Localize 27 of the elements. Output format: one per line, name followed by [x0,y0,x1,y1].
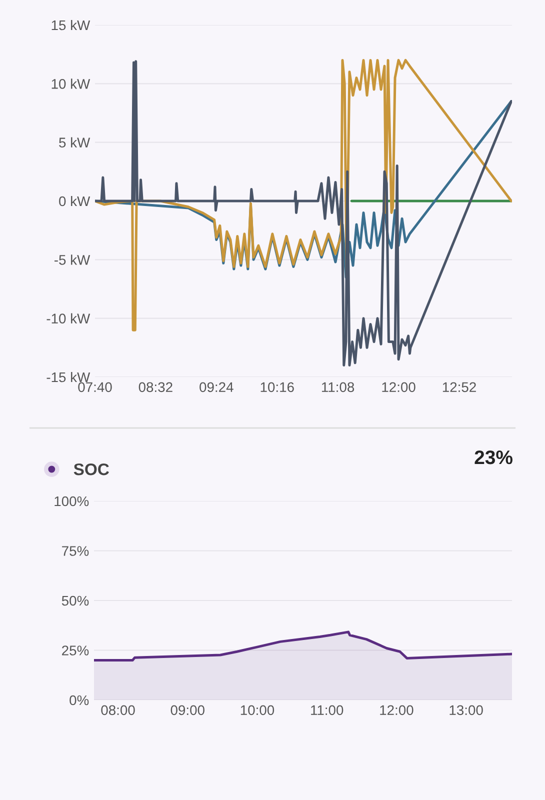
x-tick-label: 09:24 [200,382,234,392]
y-tick-label: 50% [62,596,89,606]
x-tick-label: 09:00 [170,705,204,716]
y-tick-label: -10 kW [46,313,90,324]
x-tick-label: 12:00 [380,705,414,716]
y-tick-label: 0 kW [59,196,90,206]
y-tick-label: -5 kW [54,254,90,265]
y-tick-label: 75% [62,546,89,556]
x-tick-label: 11:08 [322,382,354,392]
y-tick-label: 15 kW [52,20,90,30]
x-tick-label: 12:52 [442,382,476,392]
x-tick-label: 10:00 [240,705,274,716]
text: 23% [474,450,512,464]
x-tick-label: 07:40 [78,382,112,392]
y-tick-label: 25% [62,646,89,656]
y-tick-label: 100% [54,496,89,506]
y-tick-label: -15 kW [46,372,90,382]
y-tick-label: 0% [70,695,89,706]
y-tick-label: 10 kW [52,78,90,89]
x-tick-label: 10:16 [260,382,294,392]
y-tick-label: 5 kW [59,137,90,148]
x-tick-label: 11:00 [311,705,344,716]
x-tick-label: 08:00 [101,705,135,716]
x-tick-label: 13:00 [450,705,483,716]
legend-label: SOC [74,463,109,476]
x-tick-label: 12:00 [382,382,416,392]
x-tick-label: 08:32 [138,382,172,392]
